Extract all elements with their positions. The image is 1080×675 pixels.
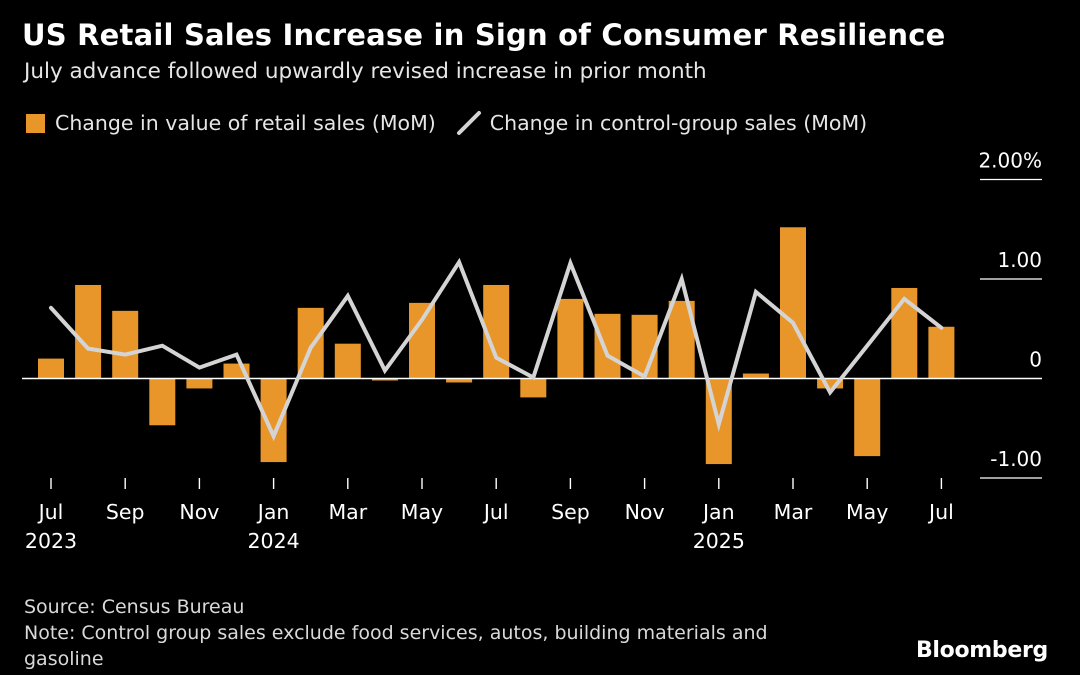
x-tick-label-2023-09: Sep: [106, 500, 145, 524]
x-tick-label-2025-03: Mar: [774, 500, 813, 524]
y-tick-label-2: 2.00%: [978, 149, 1042, 173]
y-tick-label-1: 1.00: [997, 248, 1042, 272]
x-year-label-2024: 2024: [248, 529, 300, 553]
footer: Source: Census Bureau Note: Control grou…: [24, 594, 844, 672]
x-tick-label-2025-07: Jul: [927, 500, 954, 524]
bar-2024-05: [409, 302, 435, 379]
bar-2025-04: [817, 378, 844, 389]
y-tick-label--1: -1.00: [990, 447, 1042, 471]
chart-subtitle: July advance followed upwardly revised i…: [24, 59, 707, 84]
bar-2025-05: [854, 378, 881, 457]
bar-2024-09: [557, 298, 584, 379]
bar-2023-09: [112, 310, 139, 379]
x-tick-label-2024-03: Mar: [328, 500, 367, 524]
chart-note: Note: Control group sales exclude food s…: [24, 622, 768, 670]
x-tick-label-2023-11: Nov: [179, 500, 219, 524]
x-tick-label-2025-05: May: [846, 500, 888, 524]
source-note: Source: Census Bureau: [24, 596, 245, 618]
legend: Change in value of retail sales (MoM) Ch…: [26, 108, 867, 138]
chart-title: US Retail Sales Increase in Sign of Cons…: [22, 18, 946, 52]
bar-2024-10: [594, 313, 621, 379]
x-tick-label-2025-01: Jan: [701, 500, 735, 524]
bar-2025-02: [742, 373, 769, 379]
bar-2024-03: [334, 343, 361, 379]
x-tick-label-2023-07: Jul: [37, 500, 64, 524]
bar-2023-11: [186, 378, 213, 389]
legend-bar-label: Change in value of retail sales (MoM): [55, 111, 436, 135]
x-tick-label-2024-05: May: [401, 500, 443, 524]
x-tick-label-2024-01: Jan: [256, 500, 290, 524]
x-year-label-2023: 2023: [25, 529, 77, 553]
legend-line-label: Change in control-group sales (MoM): [489, 111, 868, 135]
bar-2024-08: [520, 378, 547, 398]
bar-2024-04: [371, 378, 398, 381]
bar-2023-07: [38, 358, 64, 379]
bar-2023-10: [149, 378, 176, 426]
x-year-label-2025: 2025: [693, 529, 745, 553]
x-tick-label-2024-09: Sep: [551, 500, 590, 524]
bar-2023-08: [75, 284, 102, 379]
x-tick-label-2024-07: Jul: [482, 500, 509, 524]
legend-line-swatch: [456, 111, 481, 135]
bar-2025-03: [780, 227, 806, 379]
bar-2024-11: [631, 314, 658, 379]
bloomberg-logo: Bloomberg: [915, 638, 1048, 663]
legend-bar-swatch: [26, 113, 45, 133]
y-tick-label-0: 0: [1029, 348, 1042, 372]
bar-2025-07: [928, 326, 955, 379]
x-tick-label-2024-11: Nov: [625, 500, 665, 524]
bar-2024-06: [446, 378, 473, 383]
bar-2025-06: [891, 287, 918, 379]
